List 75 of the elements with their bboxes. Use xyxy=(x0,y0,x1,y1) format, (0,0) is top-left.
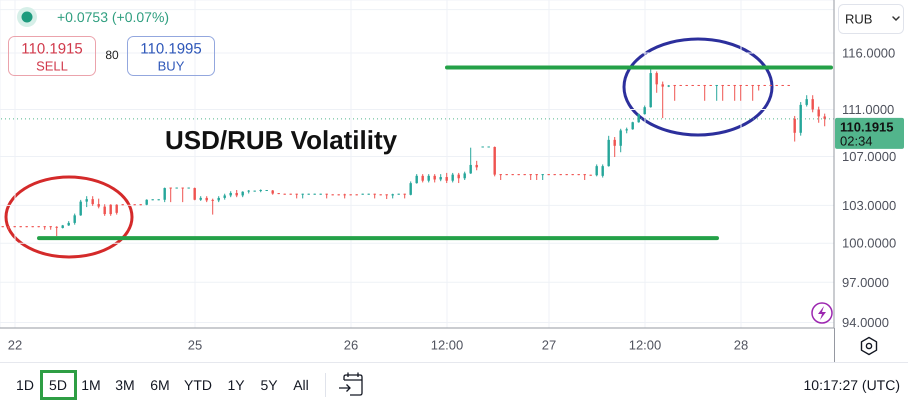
x-tick-label: 26 xyxy=(344,338,358,352)
candlestick xyxy=(595,164,598,177)
text: 02:34 xyxy=(840,134,873,148)
text: YTD xyxy=(184,377,212,393)
text: All xyxy=(293,377,309,393)
x-tick-label: 22 xyxy=(8,338,22,352)
annotation: 80 xyxy=(105,48,119,62)
candlestick xyxy=(715,84,718,102)
candlestick xyxy=(73,213,76,226)
candlestick xyxy=(739,84,742,102)
y-tick-label: 111.0000 xyxy=(842,102,894,117)
candlestick xyxy=(445,172,448,184)
candlestick xyxy=(193,187,196,201)
candlestick xyxy=(409,180,412,196)
x-tick-label: 12:00 xyxy=(430,338,464,352)
annotation: SELL xyxy=(36,58,68,74)
y-tick-label: 100.0000 xyxy=(842,236,896,251)
candlestick xyxy=(601,164,604,178)
candlestick xyxy=(637,113,640,124)
candlestick xyxy=(55,226,58,237)
y-tick-label: 116.0000 xyxy=(842,46,896,61)
candlestick xyxy=(751,84,754,102)
annotation: 110.1995 xyxy=(140,40,202,58)
candlestick xyxy=(823,113,826,127)
text: 3M xyxy=(115,377,135,393)
candlestick xyxy=(211,198,214,216)
candlestick xyxy=(91,196,94,206)
candlestick xyxy=(793,115,796,142)
text: 5Y xyxy=(260,377,278,393)
text: RUB xyxy=(845,12,872,26)
x-tick-label: 28 xyxy=(734,338,748,352)
text: 10:17:27 (UTC) xyxy=(804,377,900,393)
text: 5D xyxy=(49,377,67,393)
candlestick xyxy=(721,84,724,102)
candlestick xyxy=(619,128,622,153)
y-tick-label: 107.0000 xyxy=(842,149,896,164)
candlestick xyxy=(613,136,616,158)
text: 1D xyxy=(16,377,34,393)
candlestick xyxy=(163,187,166,203)
candlestick xyxy=(805,94,808,108)
candlestick xyxy=(97,198,100,209)
candlestick xyxy=(733,84,736,102)
ref-line-label: 110.1915 xyxy=(840,119,894,134)
candlestick xyxy=(655,70,658,94)
annotation: +0.0753 (+0.07%) xyxy=(57,9,170,25)
text: USD/RUB Volatility xyxy=(165,125,398,155)
candlestick xyxy=(643,105,646,116)
candlestick xyxy=(181,187,184,203)
candlestick xyxy=(673,84,676,102)
candlestick xyxy=(817,106,820,124)
text: 6M xyxy=(150,377,170,393)
candlestick xyxy=(109,204,112,216)
candlestick xyxy=(103,204,106,216)
x-tick-label: 25 xyxy=(188,338,202,352)
annotation: 110.1915 xyxy=(21,40,83,58)
text: 1Y xyxy=(227,377,245,393)
candlestick xyxy=(415,174,418,184)
candlestick xyxy=(475,160,478,171)
candlestick xyxy=(703,84,706,102)
y-tick-label: 97.0000 xyxy=(842,274,889,290)
annotation: BUY xyxy=(158,58,184,74)
text: 1M xyxy=(81,377,101,393)
candlestick xyxy=(661,81,664,119)
candlestick xyxy=(115,204,118,216)
candlestick xyxy=(469,147,472,174)
candlestick xyxy=(85,196,88,208)
x-tick-label: 12:00 xyxy=(628,338,662,352)
candlestick xyxy=(169,187,172,203)
candlestick xyxy=(457,172,460,184)
y-tick-label: 94.0000 xyxy=(842,315,889,330)
candlestick xyxy=(811,94,814,113)
candlestick xyxy=(451,172,454,183)
candlestick xyxy=(79,199,82,216)
x-tick-label: 27 xyxy=(542,338,556,352)
y-tick-label: 103.0000 xyxy=(842,198,896,213)
